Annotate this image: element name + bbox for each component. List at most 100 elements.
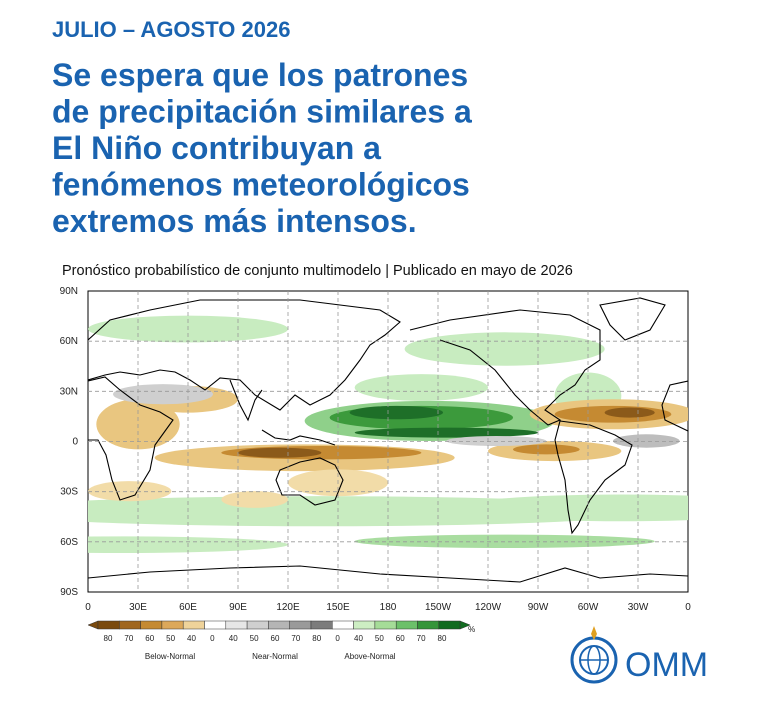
color-cell bbox=[332, 620, 354, 630]
lat-label: 60S bbox=[60, 537, 78, 548]
precip-area bbox=[404, 332, 605, 366]
coastline bbox=[554, 420, 633, 535]
title-line: de precipitación similares a bbox=[52, 94, 472, 130]
lat-label: 90S bbox=[60, 587, 78, 598]
color-bar-label: 50 bbox=[375, 634, 384, 643]
color-bar-label: 0 bbox=[210, 634, 215, 643]
coastline bbox=[88, 299, 401, 411]
coastline bbox=[599, 297, 666, 341]
lon-label: 60W bbox=[578, 602, 599, 613]
precip-area bbox=[354, 534, 655, 549]
title-line: El Niño contribuyan a bbox=[52, 130, 381, 166]
color-bar-unit: % bbox=[468, 625, 475, 634]
color-bar-end bbox=[459, 620, 471, 630]
lon-label: 0 bbox=[685, 602, 691, 613]
coastline bbox=[229, 379, 263, 422]
color-cell bbox=[289, 620, 312, 630]
color-bar-label: 60 bbox=[396, 634, 405, 643]
lon-label: 180 bbox=[380, 602, 397, 613]
color-bar-label: 70 bbox=[291, 634, 300, 643]
precip-area bbox=[349, 405, 444, 420]
logo-emblem bbox=[570, 626, 618, 684]
color-cell bbox=[182, 620, 205, 630]
color-cell bbox=[374, 620, 397, 630]
precip-area bbox=[613, 434, 680, 448]
precip-area bbox=[454, 494, 688, 522]
lon-label: 60E bbox=[179, 602, 197, 613]
precip-area bbox=[88, 481, 172, 502]
color-bar-group: Below-Normal bbox=[145, 652, 195, 661]
lon-label: 90E bbox=[229, 602, 247, 613]
title-line: extremos más intensos. bbox=[52, 203, 417, 239]
precip-area bbox=[237, 447, 322, 458]
color-cell bbox=[225, 620, 248, 630]
color-cell bbox=[268, 620, 290, 630]
lat-label: 60N bbox=[60, 336, 78, 347]
lat-label: 30N bbox=[60, 386, 78, 397]
color-bar-label: 60 bbox=[271, 634, 280, 643]
color-cell bbox=[246, 620, 269, 630]
color-bar-group: Near-Normal bbox=[252, 652, 298, 661]
color-cell bbox=[119, 620, 141, 630]
color-bar-label: 70 bbox=[417, 634, 426, 643]
lat-label: 90N bbox=[60, 286, 78, 297]
lat-label: 0 bbox=[72, 437, 78, 448]
coastline bbox=[409, 309, 601, 426]
map-axes: 90N 60N 30N 0 30S 60S 90S 0 30E 60E 90E 120E 150E 180… bbox=[60, 286, 692, 613]
color-bar-group: Above-Normal bbox=[344, 652, 395, 661]
color-bar-label: 0 bbox=[335, 634, 340, 643]
precip-area bbox=[354, 374, 488, 401]
precip-area bbox=[446, 435, 547, 447]
coastline bbox=[261, 429, 336, 446]
precip-area bbox=[113, 384, 213, 405]
color-cell bbox=[417, 620, 440, 630]
lon-label: 90W bbox=[528, 602, 549, 613]
subtitle: Pronóstico probabilístico de conjunto mu… bbox=[62, 263, 573, 279]
precip-area bbox=[513, 444, 580, 455]
title-line: fenómenos meteorológicos bbox=[52, 167, 470, 203]
precip-area bbox=[604, 407, 655, 418]
precip-area bbox=[354, 427, 538, 438]
color-bar-end bbox=[87, 620, 99, 630]
coastline bbox=[275, 457, 344, 506]
color-bar-label: 40 bbox=[187, 634, 196, 643]
title-line: Se espera que los patrones bbox=[52, 57, 468, 93]
lon-label: 0 bbox=[85, 602, 91, 613]
color-cell bbox=[353, 620, 376, 630]
map bbox=[88, 291, 688, 592]
color-cell bbox=[140, 620, 163, 630]
color-bar: 80 70 60 50 40 0 40 50 60 70 80 0 40 50 60 70 80% Below-N… bbox=[87, 620, 475, 661]
color-bar-label: 50 bbox=[250, 634, 259, 643]
coastline bbox=[88, 376, 174, 501]
map-layer bbox=[88, 291, 688, 592]
lon-label: 120W bbox=[475, 602, 502, 613]
coastline bbox=[88, 565, 688, 583]
lon-label: 30W bbox=[628, 602, 649, 613]
color-cell bbox=[97, 620, 120, 630]
color-bar-label: 50 bbox=[166, 634, 175, 643]
lat-label: 30S bbox=[60, 487, 78, 498]
color-bar-label: 80 bbox=[438, 634, 447, 643]
color-bar-label: 40 bbox=[354, 634, 363, 643]
lon-label: 30E bbox=[129, 602, 147, 613]
color-cell bbox=[310, 620, 333, 630]
logo-text: OMM bbox=[625, 646, 708, 684]
color-bar-label: 60 bbox=[145, 634, 154, 643]
color-bar-label: 80 bbox=[104, 634, 113, 643]
color-cell bbox=[204, 620, 227, 630]
lon-label: 150W bbox=[425, 602, 452, 613]
color-bar-label: 80 bbox=[312, 634, 321, 643]
color-cell bbox=[395, 620, 418, 630]
coastline bbox=[661, 380, 688, 432]
lon-label: 120E bbox=[276, 602, 300, 613]
lon-label: 150E bbox=[326, 602, 350, 613]
color-bar-label: 70 bbox=[124, 634, 133, 643]
color-bar-label: 40 bbox=[229, 634, 238, 643]
color-cell bbox=[161, 620, 184, 630]
period: JULIO – AGOSTO 2026 bbox=[52, 17, 290, 42]
precip-area bbox=[221, 491, 288, 508]
color-cell bbox=[438, 620, 461, 630]
